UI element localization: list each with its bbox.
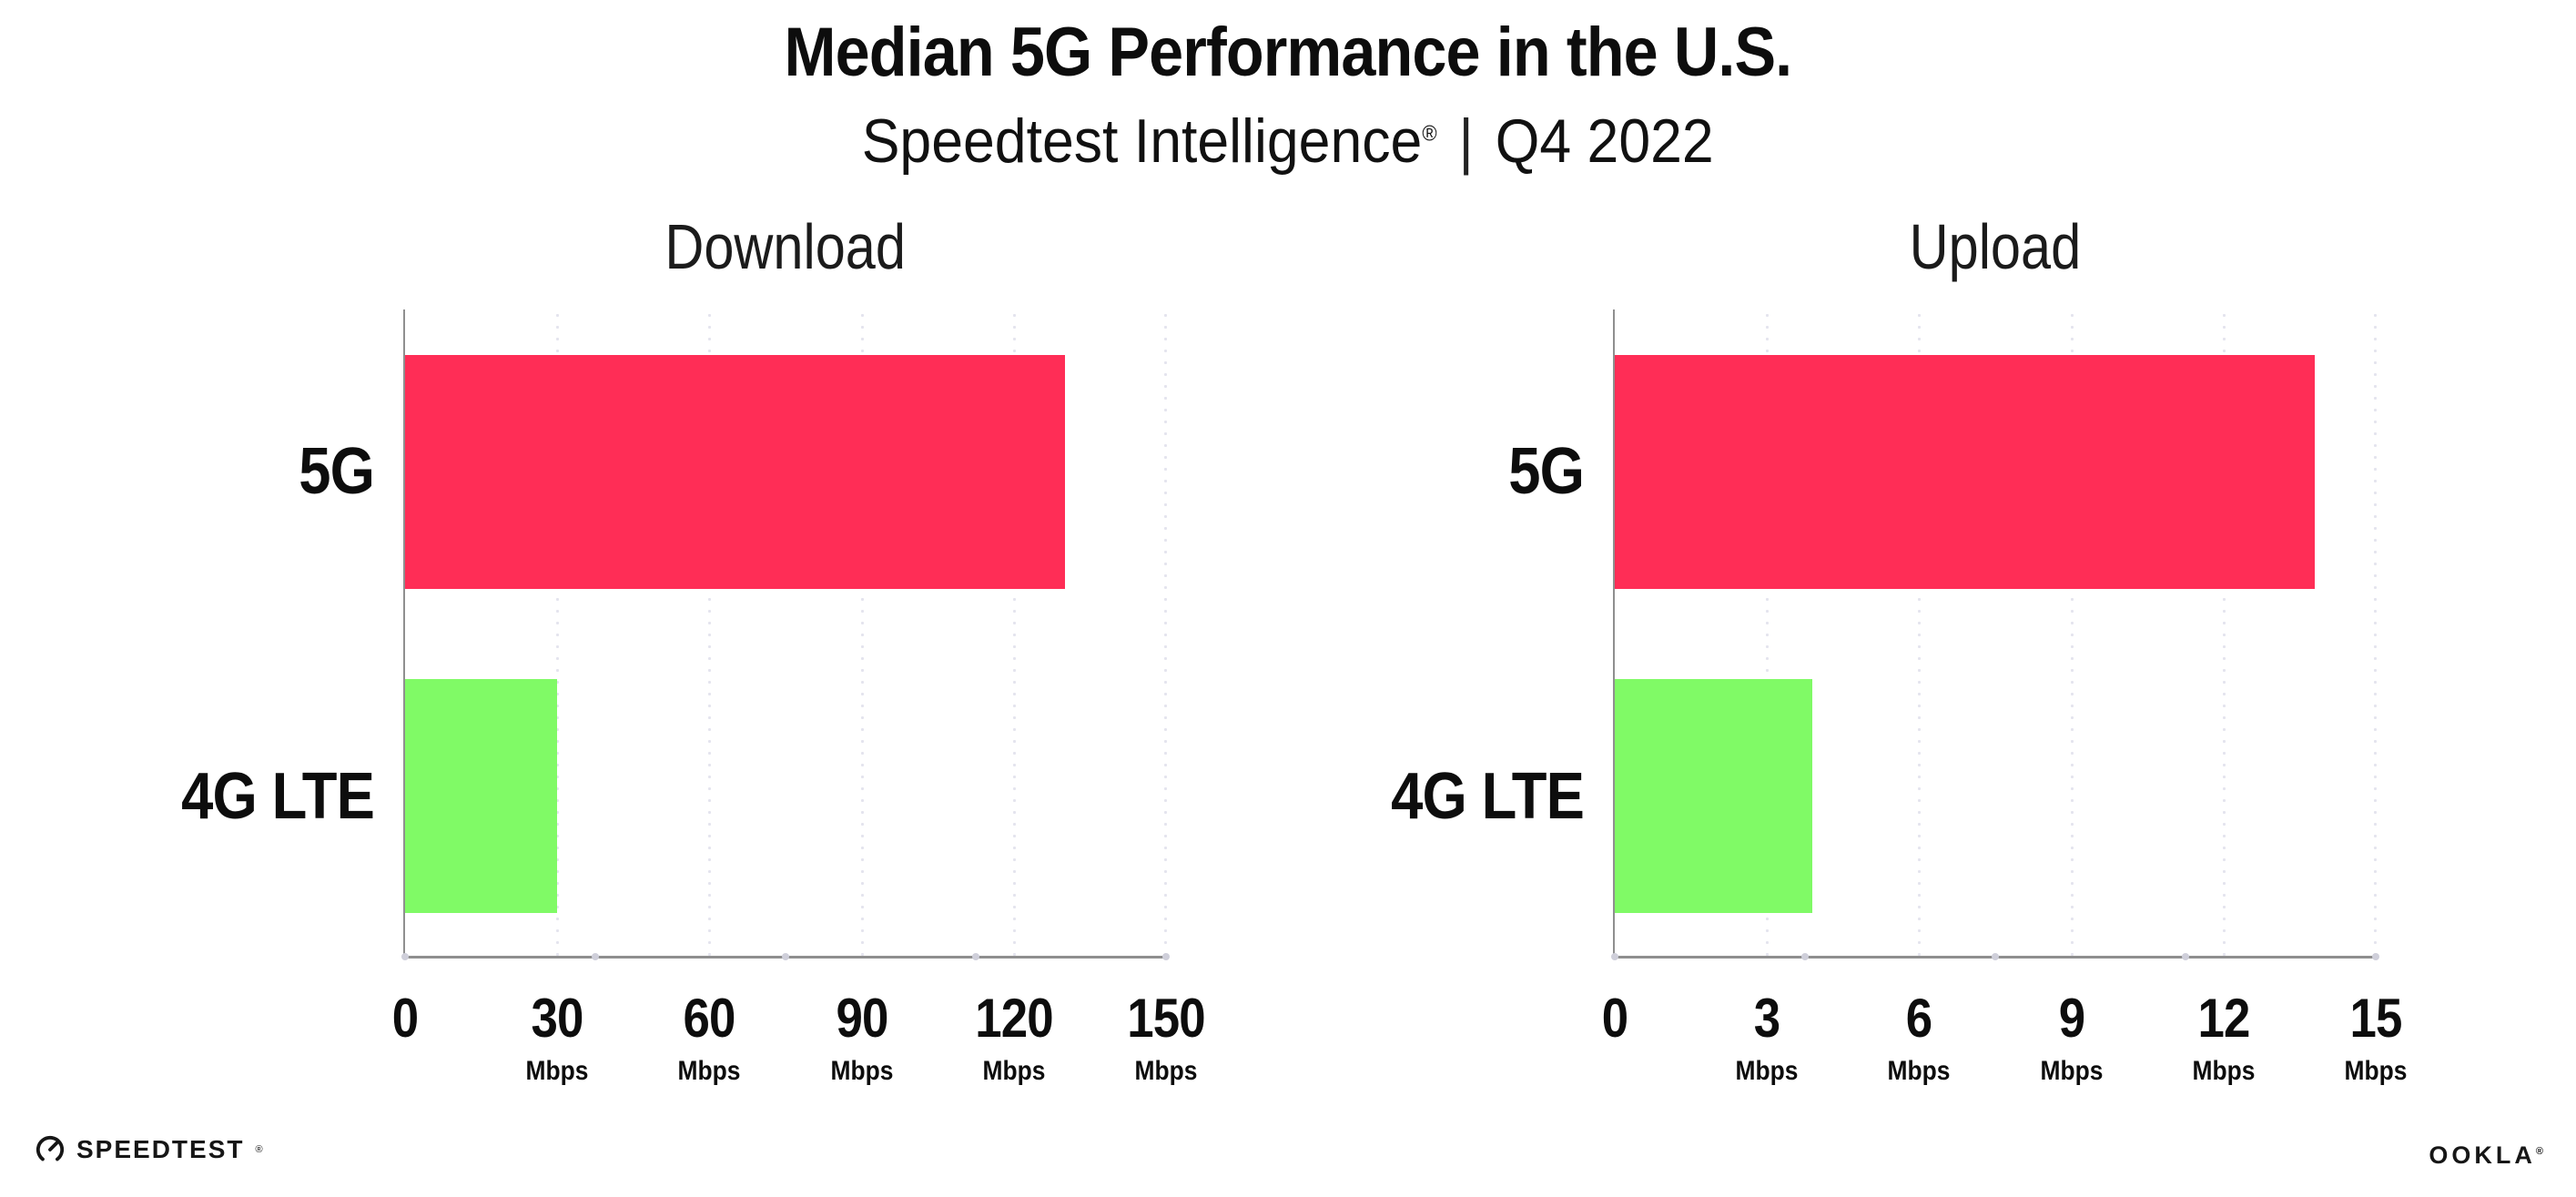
- gridline-60mbps: [708, 309, 712, 956]
- x-tick: 3 Mbps: [1735, 988, 1799, 1086]
- x-tick: 0: [391, 988, 419, 1049]
- gridline-150mbps: [1164, 309, 1167, 956]
- subtitle-brand: Speedtest Intelligence: [861, 107, 1423, 176]
- gridline-120mbps: [1012, 309, 1016, 956]
- x-tick: 150 Mbps: [1127, 988, 1205, 1086]
- axis-tick-dot: [1992, 953, 1999, 960]
- gridline-9mbps: [2070, 309, 2074, 956]
- upload-5g-bar: [1615, 355, 2316, 589]
- speedtest-registered-mark: ®: [255, 1144, 263, 1155]
- x-tick: 30 Mbps: [525, 988, 589, 1086]
- axis-tick-dot: [1611, 953, 1618, 960]
- download-chart-plot: Download 5G 4G LTE 0 30 Mbps 60 Mbps 90 Mbp…: [181, 215, 1205, 1085]
- axis-tick-dot: [972, 953, 979, 960]
- axis-tick-dot: [592, 953, 599, 960]
- subtitle-divider: |: [1458, 107, 1475, 176]
- upload-chart-title: Upload: [1909, 211, 2082, 282]
- category-label-5g: 5G: [299, 435, 375, 508]
- x-tick: 15 Mbps: [2344, 988, 2408, 1086]
- upload-4g-lte-bar: [1615, 679, 1813, 913]
- gridline-3mbps: [1766, 309, 1770, 956]
- x-tick: 120 Mbps: [975, 988, 1053, 1086]
- gridline-15mbps: [2374, 309, 2377, 956]
- speedtest-logo: SPEEDTEST ®: [35, 1134, 263, 1165]
- gridline-30mbps: [556, 309, 560, 956]
- subtitle-period: Q4 2022: [1495, 107, 1715, 176]
- x-tick: 0: [1601, 988, 1628, 1049]
- gridline-12mbps: [2222, 309, 2226, 956]
- category-label-4g-lte: 4G LTE: [181, 760, 375, 833]
- x-tick: 90 Mbps: [830, 988, 894, 1086]
- page-title: Median 5G Performance in the U.S.: [784, 14, 1793, 91]
- gridline-6mbps: [1918, 309, 1922, 956]
- speedtest-wordmark: SPEEDTEST: [76, 1135, 245, 1163]
- axis-tick-dot: [782, 953, 789, 960]
- x-tick: 60 Mbps: [677, 988, 741, 1086]
- upload-chart-plot: Upload 5G 4G LTE 0 3 Mbps 6 Mbps 9 Mbps 12 M…: [1391, 215, 2407, 1085]
- x-tick: 6 Mbps: [1887, 988, 1951, 1086]
- category-label-4g-lte: 4G LTE: [1391, 760, 1585, 833]
- speedtest-gauge-icon: [35, 1134, 66, 1165]
- category-label-5g: 5G: [1508, 435, 1585, 508]
- axis-tick-dot: [1801, 953, 1809, 960]
- ookla-logo: OOKLA®: [2429, 1141, 2543, 1170]
- gridline-90mbps: [860, 309, 864, 956]
- axis-tick-dot: [2182, 953, 2189, 960]
- download-4g-lte-bar: [405, 679, 558, 913]
- axis-tick-dot: [401, 953, 409, 960]
- registered-trademark-mark: ®: [1422, 121, 1437, 147]
- download-5g-bar: [405, 355, 1065, 589]
- page-subtitle: Speedtest Intelligence® | Q4 2022: [0, 106, 2576, 177]
- axis-tick-dot: [1162, 953, 1170, 960]
- axis-tick-dot: [2372, 953, 2379, 960]
- download-chart-title: Download: [664, 211, 907, 282]
- x-tick: 9 Mbps: [2040, 988, 2104, 1086]
- x-tick: 12 Mbps: [2192, 988, 2256, 1086]
- ookla-wordmark: OOKLA: [2429, 1141, 2536, 1169]
- ookla-registered-mark: ®: [2535, 1146, 2543, 1157]
